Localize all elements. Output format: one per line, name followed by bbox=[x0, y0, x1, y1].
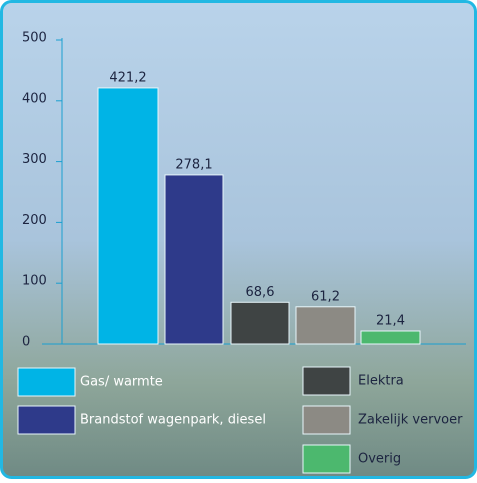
y-tick-label: 500 bbox=[22, 31, 47, 46]
legend-label: Elektra bbox=[358, 374, 404, 389]
value-label: 421,2 bbox=[109, 70, 146, 85]
y-tick-label: 300 bbox=[22, 152, 47, 167]
value-label: 21,4 bbox=[376, 313, 405, 328]
legend-label: Zakelijk vervoer bbox=[358, 413, 463, 428]
chart: 0 100 200 300 400 500 421,2 278,1 68,6 61,2 21,4 Ga… bbox=[0, 0, 477, 479]
legend-label: Brandstof wagenpark, diesel bbox=[80, 413, 266, 428]
legend-swatch bbox=[303, 406, 350, 434]
bar bbox=[165, 175, 223, 344]
legend-swatch bbox=[18, 368, 75, 396]
y-tick-label: 400 bbox=[22, 91, 47, 106]
bar bbox=[296, 307, 355, 344]
legend-swatch bbox=[303, 367, 350, 395]
value-label: 61,2 bbox=[311, 289, 340, 304]
legend-label: Gas/ warmte bbox=[80, 375, 163, 390]
y-tick-label: 200 bbox=[22, 213, 47, 228]
legend-label: Overig bbox=[358, 452, 401, 467]
value-label: 278,1 bbox=[175, 157, 212, 172]
bar bbox=[231, 302, 289, 344]
y-tick-label: 0 bbox=[22, 335, 30, 350]
legend-swatch bbox=[303, 445, 350, 473]
legend-swatch bbox=[18, 406, 75, 434]
value-label: 68,6 bbox=[246, 285, 275, 300]
bar bbox=[361, 331, 420, 344]
y-tick-label: 100 bbox=[22, 274, 47, 289]
bar bbox=[98, 88, 158, 344]
